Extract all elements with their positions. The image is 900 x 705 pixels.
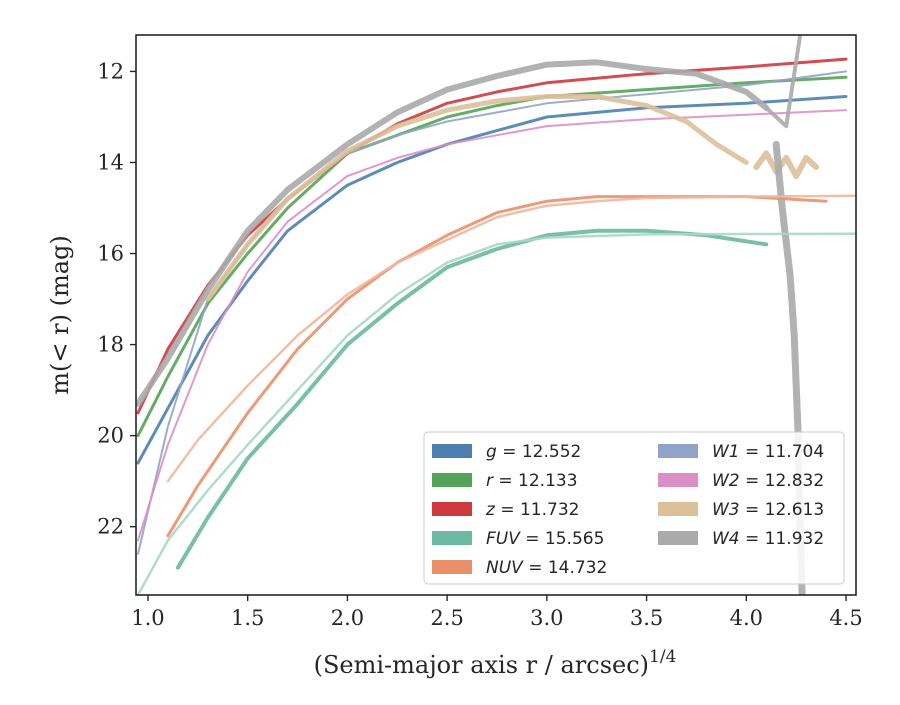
- legend-label-w1: W1 = 11.704: [712, 442, 824, 462]
- legend-swatch-nuv: [432, 560, 472, 574]
- series-line-fuv-model: [136, 232, 856, 595]
- x-tick-label: 2.0: [331, 606, 364, 630]
- legend-swatch-w3: [658, 502, 698, 516]
- x-tick-label: 4.5: [829, 606, 862, 630]
- series-line-w4-upper: [764, 35, 803, 129]
- x-axis-label-text: (Semi-major axis r / arcsec): [314, 651, 649, 679]
- series-line-w4: [136, 59, 770, 407]
- series-line-nuv: [166, 195, 828, 538]
- y-tick-label: 16: [97, 242, 124, 266]
- legend-label-g: g = 12.552: [486, 442, 581, 462]
- x-axis-label-superscript: 1/4: [649, 647, 676, 667]
- y-axis-ticks: 12 14 16 18 20 22: [97, 59, 136, 539]
- y-tick-label: 14: [97, 150, 124, 174]
- legend-label-z: z = 11.732: [485, 500, 579, 520]
- legend-label-w2: W2 = 12.832: [712, 471, 824, 491]
- y-tick-label: 18: [97, 333, 124, 357]
- legend-label-w3: W3 = 12.613: [712, 500, 824, 520]
- legend-label-r: r = 12.133: [486, 471, 578, 491]
- x-tick-label: 1.5: [231, 606, 264, 630]
- x-axis-ticks: 1.0 1.5 2.0 2.5 3.0 3.5 4.0 4.5: [131, 595, 863, 630]
- y-tick-label: 20: [97, 424, 124, 448]
- legend-label-fuv: FUV = 15.565: [486, 529, 604, 549]
- legend-swatch-z: [432, 502, 472, 516]
- series-line-fuv: [175, 228, 769, 570]
- x-tick-label: 3.0: [530, 606, 563, 630]
- legend-swatch-w4: [658, 531, 698, 545]
- x-tick-label: 2.5: [430, 606, 463, 630]
- legend-swatch-fuv: [432, 531, 472, 545]
- legend-label-nuv: NUV = 14.732: [486, 558, 607, 578]
- legend-swatch-g: [432, 444, 472, 458]
- series-line-w2: [137, 109, 847, 542]
- y-tick-label: 22: [97, 515, 124, 539]
- legend-box: [423, 431, 845, 585]
- plot-frame: [135, 34, 857, 596]
- series-line-nuv-model: [166, 194, 856, 483]
- legend-label-w4: W4 = 11.932: [712, 529, 824, 549]
- x-axis-label: (Semi-major axis r / arcsec)1/4: [314, 647, 677, 679]
- legend: g = 12.552 r = 12.133 z = 11.732 FUV = 15.5…: [423, 431, 845, 585]
- x-tick-label: 3.5: [630, 606, 663, 630]
- legend-swatch-w1: [658, 444, 698, 458]
- y-tick-label: 12: [97, 59, 124, 83]
- legend-swatch-r: [432, 473, 472, 487]
- legend-swatch-w2: [658, 473, 698, 487]
- series-line-w3: [205, 94, 749, 302]
- series-line-w3-tail: [753, 150, 820, 180]
- x-tick-label: 4.0: [730, 606, 763, 630]
- y-axis-label: m(< r) (mag): [46, 235, 74, 394]
- x-tick-label: 1.0: [131, 606, 164, 630]
- series-layer: [136, 35, 856, 595]
